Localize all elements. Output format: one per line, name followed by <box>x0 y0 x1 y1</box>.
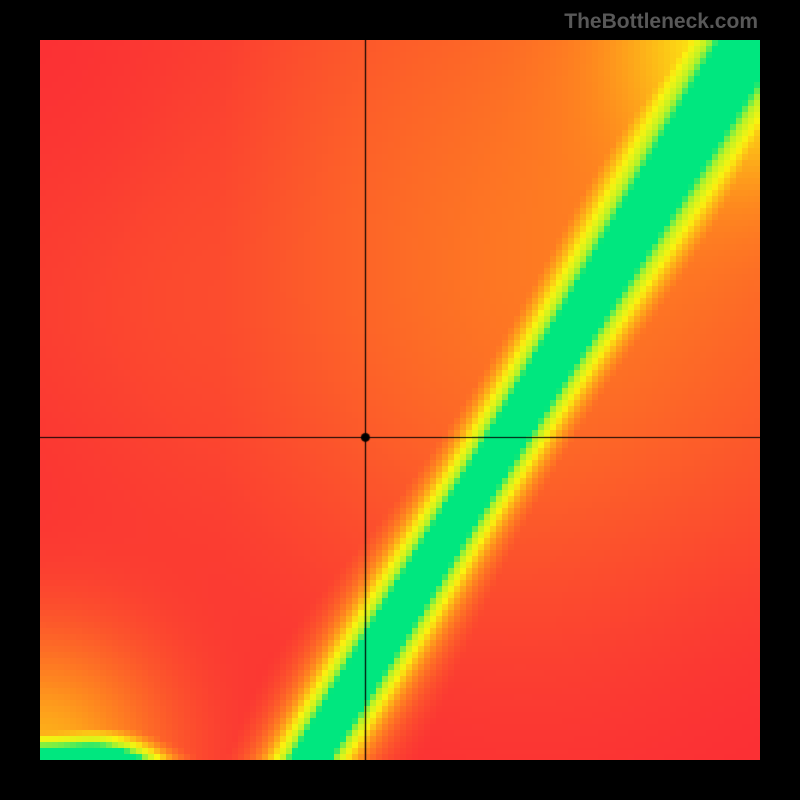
bottleneck-heatmap <box>40 40 760 760</box>
chart-container: TheBottleneck.com <box>0 0 800 800</box>
watermark-text: TheBottleneck.com <box>564 10 758 34</box>
